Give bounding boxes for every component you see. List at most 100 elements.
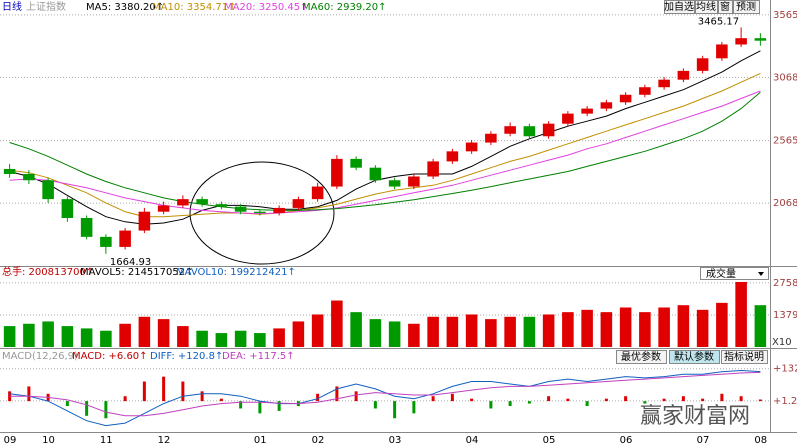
y-tick-label: +1.21 <box>773 396 797 407</box>
volume-bar <box>408 323 420 347</box>
candle-body <box>581 108 593 114</box>
indicator-label[interactable]: 成交量 <box>706 267 736 280</box>
candle-body <box>446 151 459 162</box>
button[interactable] <box>616 350 667 364</box>
button[interactable] <box>664 0 695 14</box>
volume-bar <box>273 328 285 347</box>
volume-bar <box>119 323 131 347</box>
candle-body <box>215 204 228 207</box>
volume-bar <box>23 323 35 347</box>
candle-body <box>465 142 478 152</box>
button-label[interactable]: 最优参数 <box>621 350 661 363</box>
candle-body <box>311 186 324 200</box>
button[interactable] <box>669 350 720 364</box>
ma-line <box>9 50 761 225</box>
candle-body <box>196 199 208 205</box>
candle-body <box>292 199 305 208</box>
legend-entry: MA5: 3380.20↑ <box>86 2 164 13</box>
button-label[interactable]: 默认参数 <box>674 350 714 363</box>
candle-body <box>504 126 516 134</box>
candle-body <box>677 70 690 80</box>
volume-bar <box>427 316 439 347</box>
volume-bar <box>80 328 93 347</box>
x-tick-label: 03 <box>389 435 402 446</box>
button-label[interactable]: 均线 <box>696 0 716 13</box>
volume-bar <box>311 314 324 347</box>
y-tick-label: 2758 <box>773 278 797 289</box>
volume-bar <box>331 300 343 347</box>
button-label[interactable]: 窗 <box>720 0 730 13</box>
button[interactable] <box>721 350 768 364</box>
button-label[interactable]: 加自选 <box>664 0 694 13</box>
button[interactable] <box>695 0 718 14</box>
volume-bar <box>350 312 362 347</box>
candle-body <box>234 206 247 212</box>
ma-line <box>9 72 761 218</box>
volume-bar <box>696 309 709 347</box>
volume-bar <box>446 316 459 347</box>
volume-bar <box>716 302 728 347</box>
candle-body <box>600 102 613 109</box>
x-tick-label: 04 <box>466 435 479 446</box>
button[interactable] <box>718 0 733 14</box>
x-tick-label: 01 <box>254 435 267 446</box>
volume-bar <box>100 330 112 347</box>
volume-legend: MAVOL10: 199212421↑ <box>176 267 296 278</box>
ma-line <box>9 90 761 215</box>
candle-body <box>23 173 35 181</box>
y-tick-label: 1379 <box>773 310 797 321</box>
candle-body <box>427 161 439 177</box>
candle-body <box>331 158 343 187</box>
volume-bar <box>292 321 305 347</box>
index-name: 上证指数 <box>26 0 66 13</box>
volume-bar <box>754 305 767 347</box>
volume-bar <box>234 330 247 347</box>
macd-line <box>9 369 761 427</box>
volume-bar <box>138 316 151 347</box>
candle-body <box>80 217 93 237</box>
candle-body <box>754 38 767 41</box>
legend-entry: DEA: +117.5↑ <box>222 351 295 362</box>
volume-bar <box>196 330 208 347</box>
candle-body <box>408 176 420 187</box>
candle-body <box>619 94 632 103</box>
candle-body <box>562 113 574 124</box>
volume-bar <box>61 326 74 347</box>
macd-line <box>9 371 761 417</box>
button[interactable] <box>733 0 760 14</box>
legend-entry: DIFF: +120.8↑ <box>150 351 223 362</box>
volume-bar <box>542 314 555 347</box>
button-label[interactable]: 指标说明 <box>724 350 764 363</box>
candle-body <box>138 211 151 231</box>
candle-body <box>157 205 170 212</box>
x-tick-label: 06 <box>620 435 633 446</box>
volume-bar <box>658 307 670 347</box>
y-tick-label: 3565 <box>773 10 797 21</box>
toolbar: 加自选 均线 窗 预测 <box>664 0 760 14</box>
x-tick-label: 09 <box>4 435 17 446</box>
button-label[interactable]: 预测 <box>736 0 756 13</box>
volume-bar <box>677 305 690 347</box>
volume-bar <box>388 321 401 347</box>
candle-body <box>119 230 131 247</box>
volume-bar <box>523 316 536 347</box>
candle-body <box>42 180 54 200</box>
candle-body <box>696 58 709 71</box>
ma-line <box>9 91 761 211</box>
candle-body <box>61 199 74 218</box>
volume-bar <box>504 316 516 347</box>
highlight-circle <box>189 161 335 265</box>
watermark: 赢家财富网 <box>640 404 750 429</box>
x-tick-label: 07 <box>697 435 710 446</box>
volume-bar <box>619 307 632 347</box>
volume-bar <box>177 326 189 347</box>
indicator-dropdown[interactable] <box>700 267 769 280</box>
volume-legend: 总手: 200813700↑ <box>2 265 94 278</box>
candle-body <box>658 79 670 88</box>
candle-body <box>523 126 536 137</box>
volume-bar <box>157 319 170 347</box>
candle-body <box>485 133 497 143</box>
candle-body <box>639 87 651 95</box>
macd-title: MACD(12,26,9) <box>2 351 78 362</box>
